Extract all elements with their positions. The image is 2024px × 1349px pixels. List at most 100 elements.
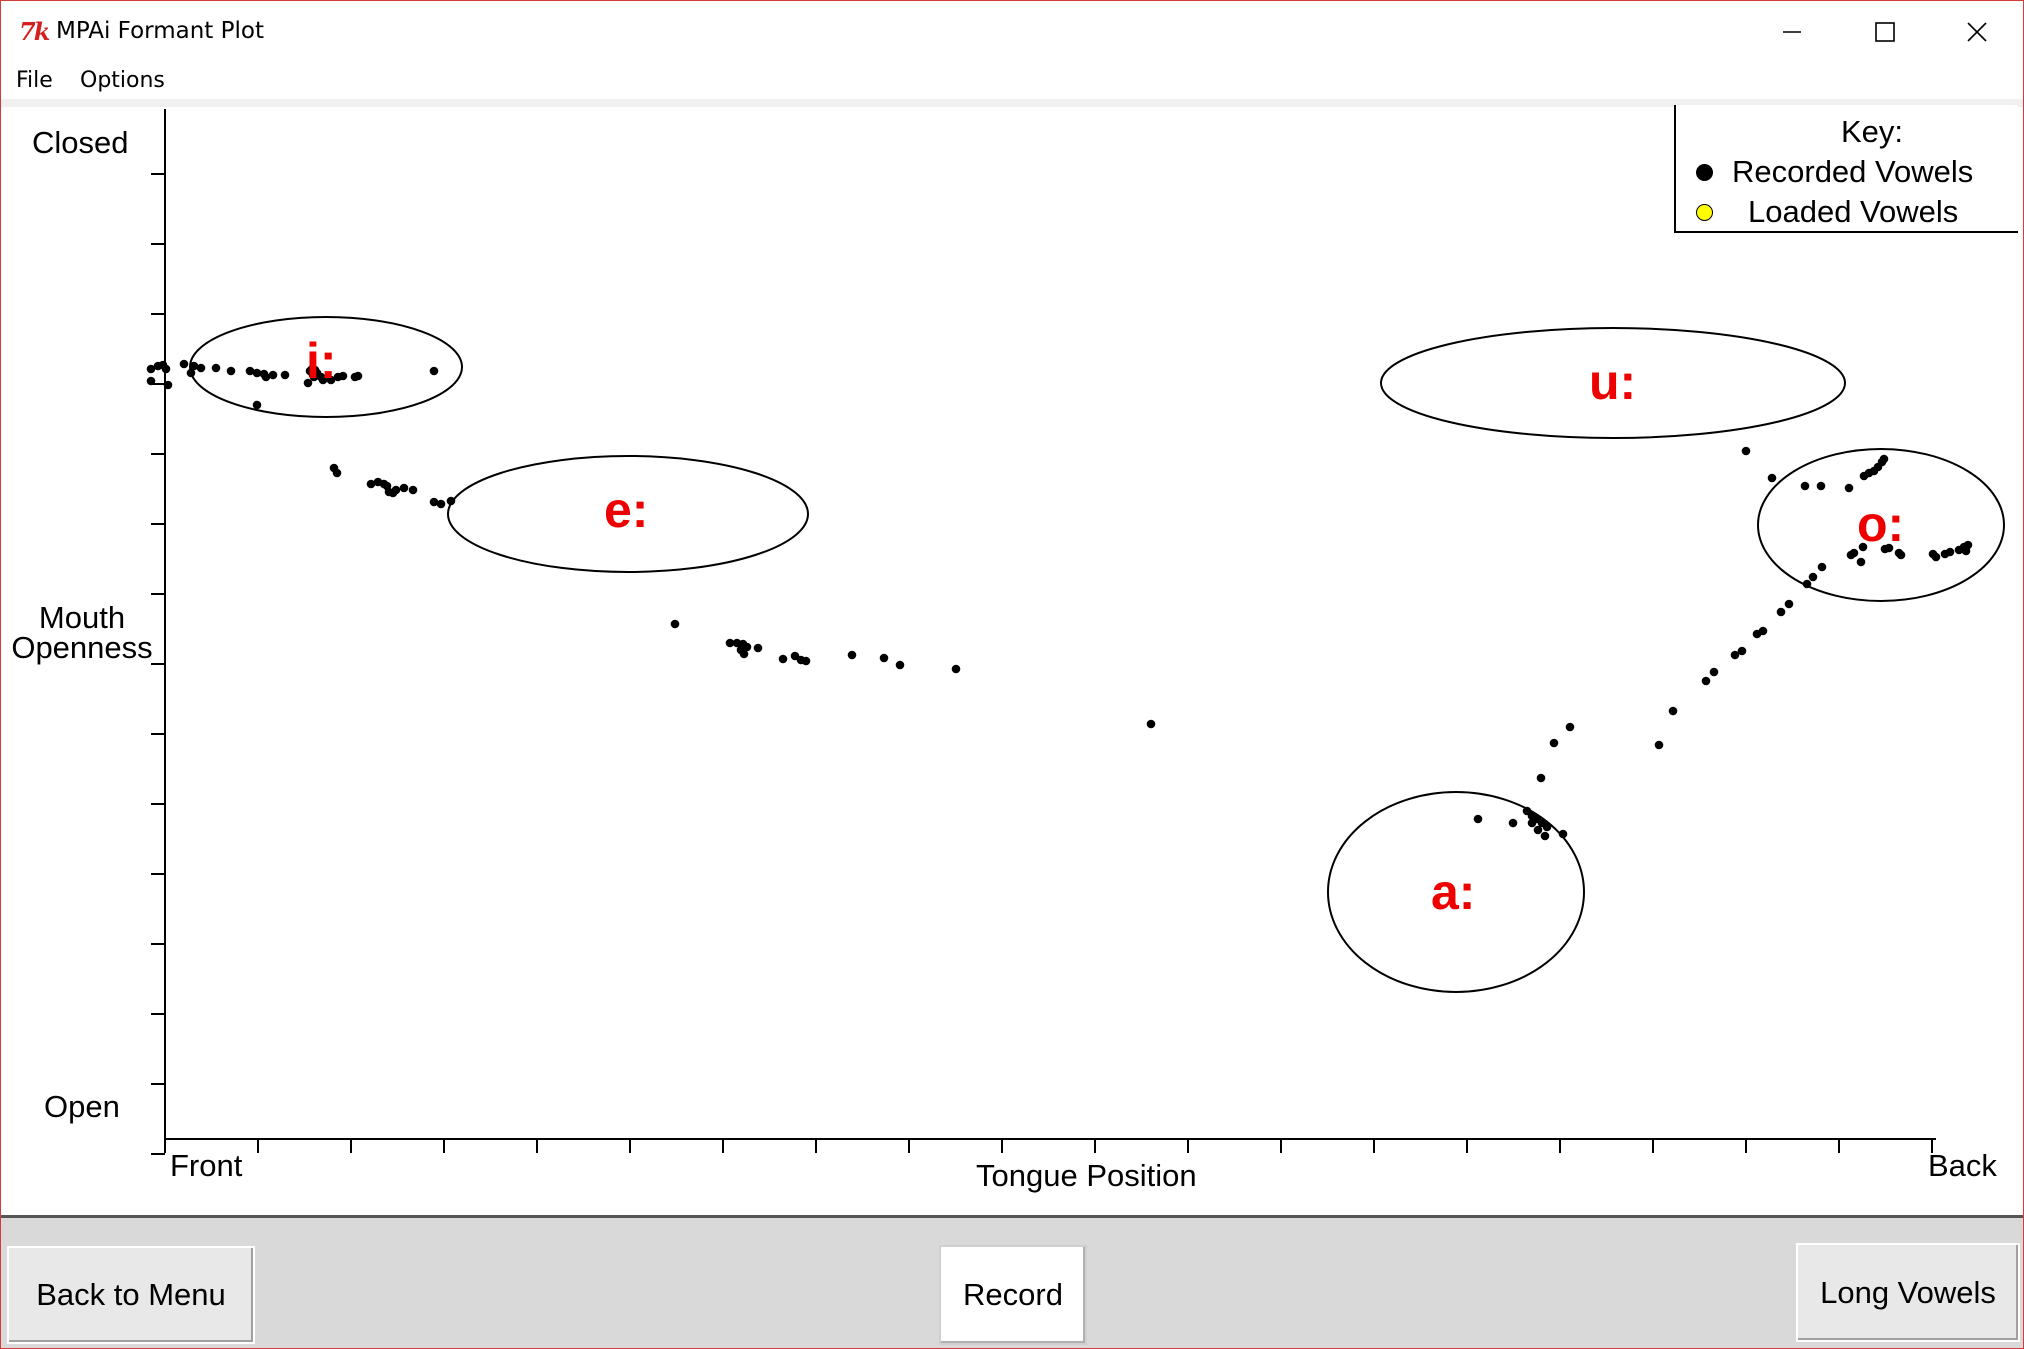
recorded-vowel-point	[1473, 814, 1483, 824]
recorded-vowel-point	[332, 468, 342, 478]
recorded-vowel-point	[252, 400, 262, 410]
recorded-vowel-point	[1800, 481, 1810, 491]
recorded-vowel-point	[1542, 822, 1552, 832]
legend-title: Key:	[1840, 114, 1904, 149]
recorded-vowel-point	[1945, 547, 1955, 557]
y-axis-top-label: Closed	[32, 125, 129, 160]
recorded-vowel-point	[801, 656, 811, 666]
recorded-vowel-point	[1817, 562, 1827, 572]
recorded-vowel-point	[1961, 546, 1971, 556]
vowel-label-i: i:	[306, 333, 337, 389]
recorded-vowel-point	[1849, 548, 1859, 558]
close-button[interactable]	[1931, 1, 2023, 63]
recorded-vowel-point	[211, 363, 221, 373]
vowel-label-a: a:	[1431, 864, 1476, 920]
plot-area	[146, 109, 2005, 1155]
recorded-vowel-point	[399, 483, 409, 493]
recorded-vowel-point	[268, 370, 278, 380]
recorded-vowel-point	[1508, 818, 1518, 828]
record-button[interactable]: Record	[939, 1245, 1087, 1345]
x-axis-left-label: Front	[170, 1148, 243, 1183]
recorded-vowel-point	[1776, 607, 1786, 617]
minimize-icon	[1783, 31, 1801, 33]
window-title: MPAi Formant Plot	[56, 18, 264, 44]
recorded-vowel-point	[1527, 818, 1537, 828]
recorded-vowel-point	[186, 368, 196, 378]
y-axis-title-line2: Openness	[11, 630, 153, 665]
bottom-button-bar: Back to Menu Record Long Vowels	[1, 1215, 2023, 1348]
recorded-vowel-point	[739, 649, 749, 659]
recorded-vowel-point	[1146, 719, 1156, 729]
recorded-vowel-point	[226, 366, 236, 376]
recorded-vowel-point	[1701, 676, 1711, 686]
title-bar[interactable]: 7k MPAi Formant Plot	[1, 1, 2023, 63]
recorded-vowel-point	[1858, 542, 1868, 552]
recorded-vowel-point	[1767, 473, 1777, 483]
menu-file[interactable]: File	[16, 68, 53, 93]
recorded-vowel-point	[189, 361, 199, 371]
vowel-ellipse-a	[1327, 791, 1585, 993]
menu-options[interactable]: Options	[80, 68, 165, 93]
recorded-vowel-point	[163, 380, 173, 390]
recorded-vowel-point	[161, 364, 171, 374]
menu-bar: File Options	[1, 63, 2023, 99]
vowel-ellipse-e	[447, 455, 809, 573]
formant-plot-canvas[interactable]: Closed Mouth Openness Open Front Tongue …	[1, 105, 2023, 1215]
close-icon	[1967, 22, 1987, 42]
legend-label-loaded: Loaded Vowels	[1748, 194, 1959, 229]
recorded-vowel-point	[1558, 829, 1568, 839]
recorded-vowel-point	[429, 497, 439, 507]
loaded-dot-icon	[1696, 203, 1713, 221]
recorded-vowel-point	[446, 496, 456, 506]
recorded-vowel-point	[1808, 572, 1818, 582]
x-axis-right-label: Back	[1928, 1148, 1997, 1183]
menu-separator	[1, 99, 2023, 107]
tk-app-icon: 7k	[19, 17, 50, 46]
recorded-vowel-point	[1802, 579, 1812, 589]
recorded-vowel-point	[1549, 738, 1559, 748]
recorded-vowel-point	[879, 653, 889, 663]
recorded-vowel-point	[1730, 650, 1740, 660]
recorded-vowel-point	[1879, 454, 1889, 464]
recorded-dot-icon	[1696, 163, 1713, 181]
recorded-vowel-point	[1758, 626, 1768, 636]
vowel-label-o: o:	[1857, 496, 1905, 552]
recorded-vowel-point	[196, 363, 206, 373]
recorded-vowel-point	[778, 654, 788, 664]
maximize-button[interactable]	[1839, 1, 1931, 63]
x-axis-title: Tongue Position	[976, 1158, 1197, 1193]
minimize-button[interactable]	[1746, 1, 1838, 63]
vowel-label-u: u:	[1589, 354, 1637, 410]
legend-label-recorded: Recorded Vowels	[1732, 154, 1974, 189]
recorded-vowel-point	[1565, 722, 1575, 732]
recorded-vowel-point	[280, 370, 290, 380]
back-to-menu-button[interactable]: Back to Menu	[7, 1246, 255, 1344]
recorded-vowel-point	[1884, 543, 1894, 553]
y-axis-bottom-label: Open	[44, 1089, 120, 1124]
recorded-vowel-point	[408, 485, 418, 495]
recorded-vowel-point	[326, 375, 336, 385]
recorded-vowel-point	[146, 376, 156, 386]
recorded-vowel-point	[1709, 667, 1719, 677]
vowel-ellipse-o	[1757, 448, 2005, 602]
vowel-label-e: e:	[604, 482, 649, 538]
recorded-vowel-point	[146, 364, 156, 374]
recorded-vowel-point	[1844, 483, 1854, 493]
recorded-vowel-point	[338, 371, 348, 381]
legend-box: Key: Recorded Vowels Loaded Vowels	[1674, 105, 2018, 233]
recorded-vowel-point	[895, 660, 905, 670]
recorded-vowel-point	[261, 372, 271, 382]
recorded-vowel-point	[725, 638, 735, 648]
legend-item-loaded: Loaded Vowels	[1696, 194, 1958, 230]
x-axis-ticks	[164, 1139, 1933, 1153]
recorded-vowel-point	[245, 366, 255, 376]
y-axis-title-line1: Mouth	[38, 600, 126, 635]
long-vowels-button[interactable]: Long Vowels	[1796, 1243, 2020, 1342]
recorded-vowel-point	[1668, 706, 1678, 716]
recorded-vowel-point	[1533, 825, 1543, 835]
recorded-vowel-point	[318, 375, 328, 385]
y-axis-ticks	[151, 173, 165, 1155]
recorded-vowel-point	[429, 366, 439, 376]
legend-item-recorded: Recorded Vowels	[1696, 154, 1973, 190]
y-axis-title: Mouth Openness	[1, 600, 163, 665]
